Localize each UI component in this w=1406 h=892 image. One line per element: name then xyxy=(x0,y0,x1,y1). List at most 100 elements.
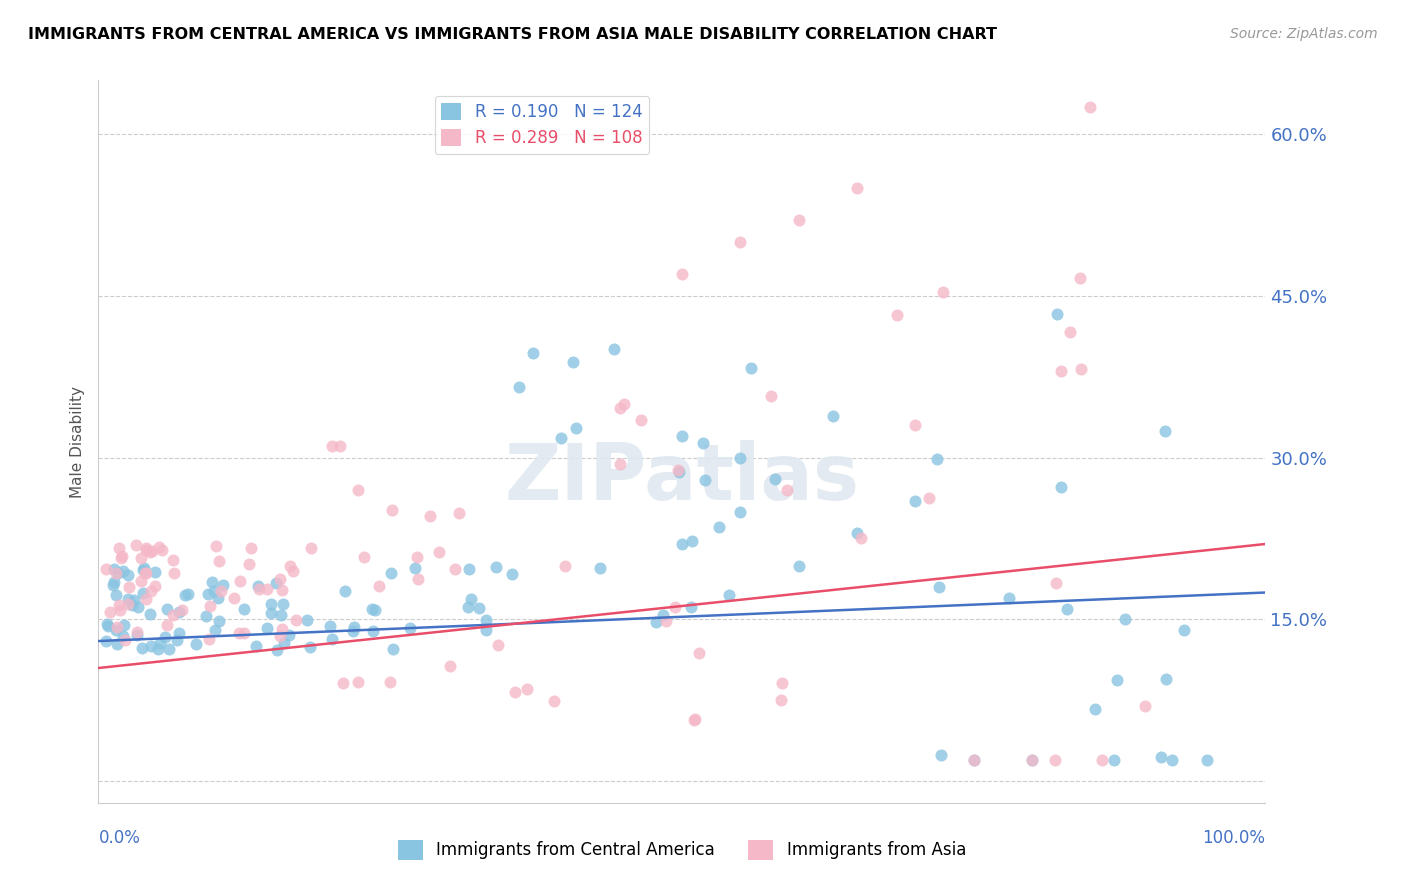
Point xyxy=(209,583,232,598)
Point xyxy=(111,564,134,578)
Point xyxy=(962,753,984,767)
Point xyxy=(246,579,269,593)
Point xyxy=(94,562,117,576)
Point xyxy=(156,617,179,632)
Point xyxy=(1021,753,1043,767)
Point xyxy=(177,587,200,601)
Point xyxy=(112,618,135,632)
Point xyxy=(141,544,163,558)
Point xyxy=(368,579,391,593)
Point xyxy=(173,588,195,602)
Point xyxy=(143,566,166,580)
Point xyxy=(962,753,984,767)
Point xyxy=(543,694,565,708)
Point xyxy=(110,551,132,566)
Point xyxy=(1050,480,1073,494)
Point xyxy=(228,625,250,640)
Point xyxy=(134,566,156,581)
Point xyxy=(97,618,120,632)
Point xyxy=(266,576,288,591)
Point xyxy=(269,629,291,643)
Point xyxy=(108,603,131,617)
Point xyxy=(103,578,125,592)
Point xyxy=(1069,271,1091,285)
Point xyxy=(107,541,129,556)
Point xyxy=(270,607,292,622)
Legend: R = 0.190   N = 124, R = 0.289   N = 108: R = 0.190 N = 124, R = 0.289 N = 108 xyxy=(434,95,650,153)
Point xyxy=(740,361,762,376)
Point xyxy=(198,599,221,613)
Point xyxy=(319,619,342,633)
Point xyxy=(1021,753,1043,767)
Point xyxy=(111,549,134,563)
Point xyxy=(709,519,731,533)
Point xyxy=(683,712,706,726)
Point xyxy=(335,584,357,599)
Point xyxy=(1080,100,1102,114)
Point xyxy=(468,601,491,615)
Point xyxy=(138,607,160,621)
Point xyxy=(146,641,169,656)
Point xyxy=(730,505,752,519)
Point xyxy=(904,418,927,433)
Point xyxy=(821,409,844,424)
Point xyxy=(343,620,366,634)
Point xyxy=(886,309,908,323)
Point xyxy=(94,634,117,648)
Point xyxy=(204,539,226,553)
Point xyxy=(125,538,148,552)
Point xyxy=(1056,601,1078,615)
Point xyxy=(105,588,128,602)
Point xyxy=(1135,699,1157,714)
Point xyxy=(1156,673,1178,687)
Point xyxy=(117,567,139,582)
Point xyxy=(759,389,782,403)
Point xyxy=(201,574,224,589)
Point xyxy=(419,508,441,523)
Point xyxy=(770,675,793,690)
Point xyxy=(444,561,467,575)
Point xyxy=(565,421,588,435)
Text: Source: ZipAtlas.com: Source: ZipAtlas.com xyxy=(1230,27,1378,41)
Point xyxy=(918,491,941,505)
Point xyxy=(484,559,506,574)
Point xyxy=(1173,624,1195,638)
Point xyxy=(1161,753,1184,767)
Point xyxy=(361,624,384,638)
Point xyxy=(105,637,128,651)
Point xyxy=(671,429,693,443)
Point xyxy=(321,439,343,453)
Point xyxy=(382,641,405,656)
Point xyxy=(1045,753,1067,767)
Point xyxy=(522,345,544,359)
Point xyxy=(103,561,125,575)
Point xyxy=(668,465,690,479)
Point xyxy=(131,563,153,577)
Point xyxy=(295,613,318,627)
Point xyxy=(1045,576,1067,591)
Point xyxy=(195,609,218,624)
Point xyxy=(460,592,482,607)
Point xyxy=(259,597,281,611)
Point xyxy=(364,602,387,616)
Point xyxy=(328,439,350,453)
Point xyxy=(127,599,149,614)
Point xyxy=(270,622,292,636)
Point xyxy=(240,541,263,555)
Point xyxy=(630,413,652,427)
Point xyxy=(249,582,271,597)
Point xyxy=(447,506,470,520)
Point xyxy=(162,553,184,567)
Point xyxy=(281,564,304,578)
Point xyxy=(508,380,530,394)
Point xyxy=(233,602,256,616)
Text: IMMIGRANTS FROM CENTRAL AMERICA VS IMMIGRANTS FROM ASIA MALE DISABILITY CORRELAT: IMMIGRANTS FROM CENTRAL AMERICA VS IMMIG… xyxy=(28,27,997,42)
Point xyxy=(143,579,166,593)
Point xyxy=(266,643,288,657)
Point xyxy=(360,602,382,616)
Point xyxy=(1046,307,1069,321)
Point xyxy=(929,748,952,763)
Point xyxy=(770,693,793,707)
Point xyxy=(139,545,162,559)
Point xyxy=(197,587,219,601)
